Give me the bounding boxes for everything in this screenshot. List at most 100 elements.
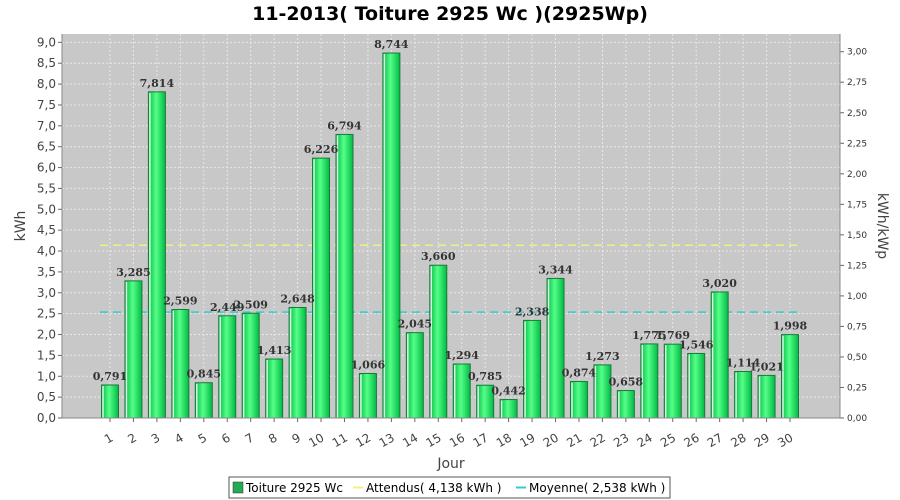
y-tick-label: 3,0: [37, 286, 56, 300]
bar-value-label: 0,785: [468, 370, 502, 383]
x-tick-label: 22: [588, 430, 608, 450]
bar: [640, 343, 659, 419]
bar-value-label: 1,066: [351, 359, 386, 372]
x-tick-label: 8: [266, 430, 280, 446]
bar: [171, 309, 190, 419]
y2-tick-label: 2,00: [847, 170, 867, 180]
x-tick-label: 1: [102, 430, 116, 446]
bar-value-label: 2,648: [280, 292, 315, 305]
legend: Toiture 2925 Wc Attendus( 4,138 kWh ) Moye…: [228, 476, 671, 499]
bar-value-label: 1,273: [585, 350, 619, 363]
x-tick-label: 5: [196, 430, 210, 446]
y-tick-label: 2,5: [37, 307, 56, 321]
bar-value-label: 2,509: [233, 298, 267, 311]
x-tick-label: 16: [447, 430, 467, 450]
bar-value-label: 0,874: [562, 367, 597, 380]
x-tick-label: 3: [149, 430, 163, 446]
bar-value-label: 1,021: [749, 360, 783, 373]
bar: [546, 277, 565, 419]
y-tick-label: 4,0: [37, 244, 56, 258]
x-tick-label: 4: [172, 430, 186, 446]
x-tick-label: 18: [494, 430, 514, 450]
bar: [710, 291, 729, 419]
y2-tick-label: 2,50: [847, 109, 867, 119]
bar-value-label: 1,775: [632, 329, 666, 342]
x-tick-label: 14: [400, 430, 420, 450]
bar-value-label: 1,114: [726, 357, 761, 370]
bar-value-label: 0,658: [609, 376, 644, 389]
bar-value-label: 2,449: [210, 301, 244, 314]
bar-value-label: 6,794: [327, 119, 362, 132]
bar: [288, 306, 307, 419]
bar: [218, 315, 237, 419]
y2-tick-label: 0,25: [847, 383, 867, 393]
chart-title: 11-2013( Toiture 2925 Wc )(2925Wp): [252, 3, 648, 25]
bar: [781, 334, 799, 419]
y-tick-label: 4,5: [37, 223, 56, 237]
bar: [194, 382, 213, 419]
x-tick-label: 6: [219, 430, 233, 446]
legend-swatch: [232, 481, 244, 494]
bar-value-label: 1,769: [656, 329, 690, 342]
y-tick-label: 1,5: [37, 348, 56, 362]
x-tick-label: 23: [611, 430, 631, 450]
legend-box: [228, 476, 671, 499]
bar-value-label: 1,998: [773, 320, 808, 333]
y2-tick-label: 0,75: [847, 322, 867, 332]
bar: [429, 264, 448, 419]
x-tick-label: 13: [377, 430, 397, 450]
x-tick-label: 2: [125, 430, 139, 446]
y-tick-label: 0,5: [37, 390, 56, 404]
bar: [569, 381, 588, 419]
x-tick-label: 20: [541, 430, 561, 450]
legend-item-label: Toiture 2925 Wc: [245, 481, 343, 495]
bar-value-label: 2,599: [163, 295, 197, 308]
bar: [687, 352, 706, 419]
bar: [499, 399, 518, 419]
x-tick-label: 7: [243, 430, 257, 446]
x-tick-label: 15: [424, 430, 444, 450]
reference-lines: [100, 244, 802, 313]
y2-tick-label: 1,00: [847, 292, 867, 302]
bar-value-label: 8,744: [374, 38, 409, 51]
x-tick-label: 26: [681, 430, 701, 450]
x-tick-label: 27: [705, 430, 725, 450]
y2-tick-label: 0,00: [847, 414, 867, 424]
x-tick-label: 9: [289, 430, 303, 446]
legend-item-label: Moyenne( 2,538 kWh ): [529, 481, 665, 495]
grid-lines: [62, 34, 840, 419]
x-tick-label: 24: [635, 430, 655, 450]
plot-area: [62, 34, 840, 418]
bar: [147, 91, 166, 419]
bar-value-label: 0,791: [93, 370, 127, 383]
bar-value-label: 2,338: [515, 305, 550, 318]
y-tick-label: 8,0: [37, 77, 56, 91]
y-tick-label: 7,0: [37, 119, 56, 133]
bar-value-label: 1,546: [679, 338, 714, 351]
bar: [405, 332, 424, 419]
axes: 0,0 0,5 1,0 1,5 2,0 2,5 3,0 3,5 4,0 4,5 5,0 5,5 6,0 6…: [37, 34, 867, 450]
bar: [593, 364, 612, 419]
x-tick-label: 11: [330, 430, 350, 450]
bar: [101, 384, 119, 419]
y2-tick-label: 1,25: [847, 261, 867, 271]
y-tick-label: 6,0: [37, 161, 56, 175]
bar-value-label: 7,814: [140, 77, 175, 90]
y-tick-label: 3,5: [37, 265, 56, 279]
x-tick-label: 28: [728, 430, 748, 450]
bar: [241, 312, 260, 419]
x-tick-label: 21: [564, 430, 584, 450]
y2-tick-label: 0,50: [847, 353, 867, 363]
bar: [523, 319, 542, 419]
bar-value-label: 3,660: [421, 250, 456, 263]
y-axis-label: kWh: [13, 211, 29, 242]
x-tick-label: 25: [658, 430, 678, 450]
bar-value-label: 1,294: [444, 349, 479, 362]
bar-value-label: 2,045: [398, 318, 432, 331]
bar: [265, 358, 284, 419]
x-tick-label: 30: [775, 430, 795, 450]
x-axis-label: Jour: [436, 456, 465, 472]
